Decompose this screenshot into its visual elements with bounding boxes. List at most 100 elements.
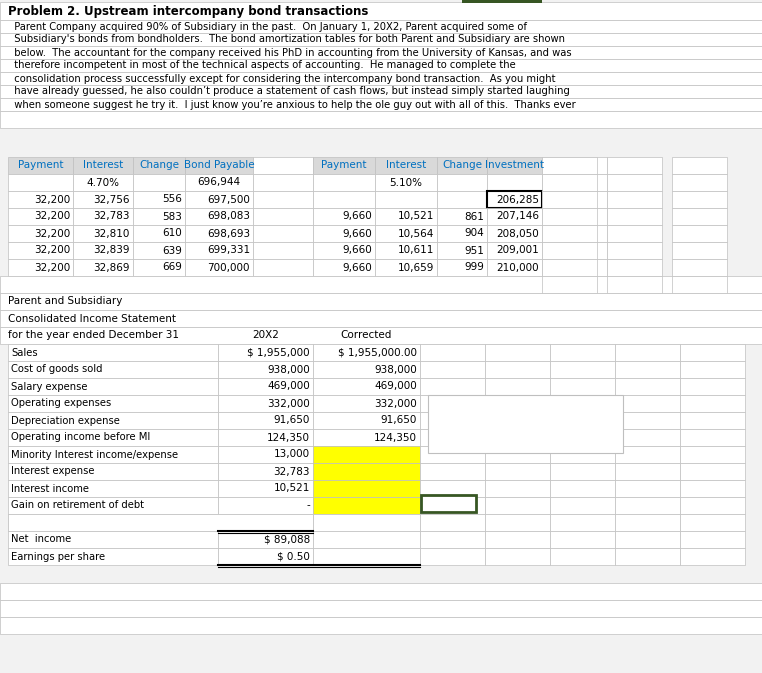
Bar	[218, 412, 313, 429]
Text: 861: 861	[464, 211, 484, 221]
Text: Interest: Interest	[83, 160, 123, 170]
Bar	[615, 446, 680, 463]
Text: 332,000: 332,000	[267, 398, 310, 409]
Bar	[253, 259, 313, 276]
Bar	[375, 208, 437, 225]
Bar	[680, 514, 745, 531]
Bar	[550, 378, 615, 395]
Bar	[550, 412, 615, 429]
Bar	[550, 497, 615, 514]
Bar	[420, 361, 485, 378]
Bar	[185, 174, 253, 191]
Bar	[420, 548, 485, 565]
Bar	[420, 344, 485, 361]
Bar	[542, 208, 597, 225]
Bar	[8, 157, 73, 174]
Bar	[0, 46, 762, 59]
Bar	[313, 463, 420, 480]
Bar	[253, 191, 313, 208]
Text: Interest expense: Interest expense	[11, 466, 94, 476]
Text: 91,650: 91,650	[274, 415, 310, 425]
Text: January 1, 20X2.  The balances: January 1, 20X2. The balances	[434, 442, 596, 452]
Bar	[218, 548, 313, 565]
Bar	[375, 157, 437, 174]
Text: 32,200: 32,200	[34, 211, 70, 221]
Bar	[0, 20, 762, 33]
Text: 207,146: 207,146	[496, 211, 539, 221]
Bar	[542, 157, 597, 174]
Bar	[485, 514, 550, 531]
Text: Operating income before MI: Operating income before MI	[11, 433, 150, 443]
Bar	[8, 429, 218, 446]
Bar	[420, 429, 485, 446]
Text: 32,200: 32,200	[34, 262, 70, 273]
Bar	[542, 242, 607, 259]
Bar	[8, 548, 218, 565]
Text: $ 1,955,000.00: $ 1,955,000.00	[338, 347, 417, 357]
Bar	[462, 0, 542, 3]
Bar	[313, 191, 375, 208]
Bar	[485, 531, 550, 548]
Text: for the year ended December 31: for the year ended December 31	[8, 330, 179, 341]
Bar	[485, 446, 550, 463]
Text: consolidation process successfully except for considering the intercompany bond : consolidation process successfully excep…	[8, 73, 555, 83]
Bar	[437, 191, 487, 208]
Bar	[487, 225, 542, 242]
Text: therefore incompetent in most of the technical aspects of accounting.  He manage: therefore incompetent in most of the tec…	[8, 61, 516, 71]
Bar	[0, 98, 762, 111]
Bar	[218, 480, 313, 497]
Text: -: -	[306, 501, 310, 511]
Bar	[0, 2, 762, 20]
Text: 696,944: 696,944	[197, 178, 241, 188]
Text: Minority Interest income/expense: Minority Interest income/expense	[11, 450, 178, 460]
Bar	[313, 395, 420, 412]
Bar	[313, 157, 375, 174]
Bar	[487, 174, 542, 191]
Text: 32,200: 32,200	[34, 194, 70, 205]
Bar	[615, 361, 680, 378]
Bar	[8, 514, 218, 531]
Text: Investment: Investment	[485, 160, 544, 170]
Text: Parent Company acquired 90% of Subsidiary in the past.  On January 1, 20X2, Pare: Parent Company acquired 90% of Subsidiar…	[8, 22, 527, 32]
Bar	[375, 191, 437, 208]
Text: 904: 904	[464, 229, 484, 238]
Text: 938,000: 938,000	[374, 365, 417, 374]
Bar	[0, 59, 762, 72]
Bar	[8, 174, 73, 191]
Bar	[8, 463, 218, 480]
Bar	[185, 191, 253, 208]
Bar	[485, 412, 550, 429]
Bar	[0, 327, 762, 344]
Bar	[680, 412, 745, 429]
Bar	[313, 344, 420, 361]
Bar	[485, 395, 550, 412]
Bar	[0, 72, 762, 85]
Text: Net  income: Net income	[11, 534, 72, 544]
Bar	[375, 242, 437, 259]
Text: 697,500: 697,500	[207, 194, 250, 205]
Bar	[672, 208, 727, 225]
Text: Change: Change	[442, 160, 482, 170]
Text: Earnings per share: Earnings per share	[11, 551, 105, 561]
Bar	[218, 344, 313, 361]
Text: 639: 639	[162, 246, 182, 256]
Text: 469,000: 469,000	[374, 382, 417, 392]
Text: 91,650: 91,650	[381, 415, 417, 425]
Bar	[218, 429, 313, 446]
Text: Corrected: Corrected	[341, 330, 392, 341]
Bar	[218, 395, 313, 412]
Text: The upstream intercompany: The upstream intercompany	[434, 406, 582, 416]
Bar	[672, 259, 727, 276]
Bar	[185, 242, 253, 259]
Bar	[421, 495, 476, 512]
Bar	[672, 276, 727, 293]
Text: 32,783: 32,783	[274, 466, 310, 476]
Text: 332,000: 332,000	[374, 398, 417, 409]
Bar	[680, 531, 745, 548]
Text: Change: Change	[139, 160, 179, 170]
Bar	[0, 111, 762, 128]
Bar	[185, 157, 253, 174]
Text: 583: 583	[162, 211, 182, 221]
Text: 13,000: 13,000	[274, 450, 310, 460]
Bar	[8, 242, 73, 259]
